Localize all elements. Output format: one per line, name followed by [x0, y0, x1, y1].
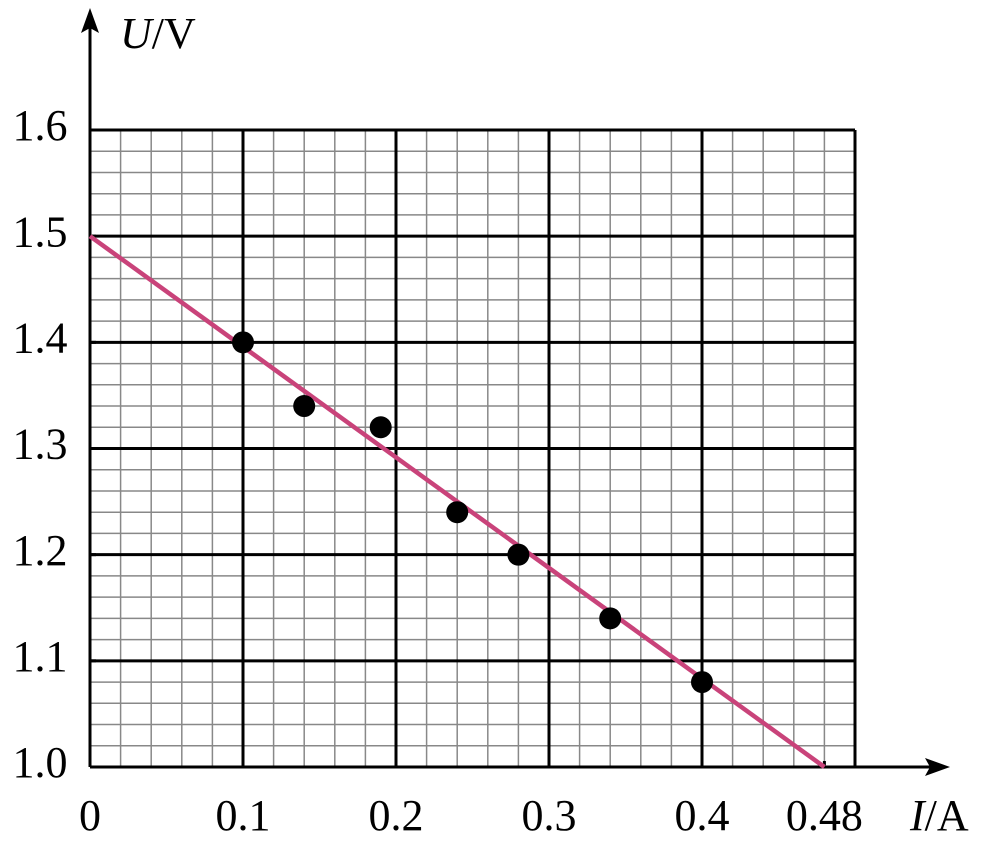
- y-tick-label: 1.3: [13, 420, 68, 469]
- y-axis-arrow: [81, 8, 99, 33]
- y-tick-label: 1.1: [13, 632, 68, 681]
- data-point: [599, 607, 622, 630]
- xlabel-unit: /A: [925, 791, 969, 840]
- y-tick-label: 1.5: [13, 207, 68, 256]
- x-tick-label: 0.3: [522, 791, 577, 840]
- data-point: [293, 395, 316, 418]
- xlabel-variable: I: [909, 791, 927, 840]
- y-tick-label: 1.4: [13, 313, 68, 362]
- y-tick-label: 1.6: [13, 101, 68, 150]
- data-point: [507, 543, 530, 566]
- ylabel-variable: U: [120, 9, 155, 58]
- data-point: [691, 671, 713, 694]
- data-point: [232, 331, 254, 354]
- x-axis-arrow: [925, 758, 950, 776]
- x-tick-label: 0.1: [216, 791, 271, 840]
- x-tick-label: 0: [79, 791, 101, 840]
- ylabel-unit: /V: [152, 9, 196, 58]
- ylabel-label: U/V: [120, 9, 196, 58]
- x-tick-label: 0.48: [786, 791, 863, 840]
- data-point: [369, 416, 392, 439]
- data-point: [446, 501, 469, 524]
- x-tick-label: 0.2: [369, 791, 424, 840]
- xlabel-label: I/A: [909, 791, 969, 840]
- y-tick-label: 1.0: [13, 738, 68, 787]
- x-tick-label: 0.4: [675, 791, 730, 840]
- y-tick-label: 1.2: [13, 526, 68, 575]
